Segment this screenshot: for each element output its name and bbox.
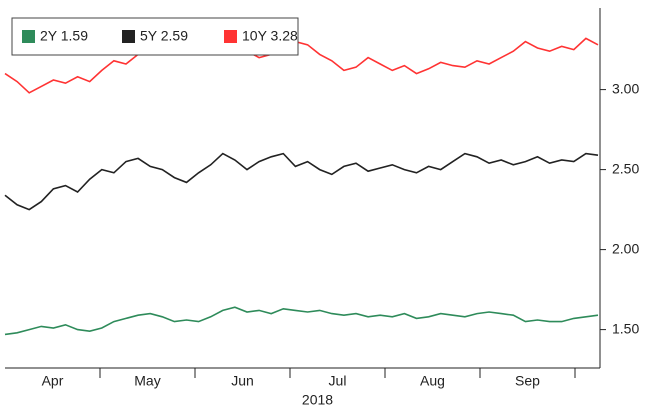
legend-box: [11, 17, 299, 56]
series-line: [4, 306, 599, 336]
y-tick-label: 3.00: [612, 80, 639, 96]
x-tick-label: Sep: [515, 373, 540, 389]
y-tick-label: 2.50: [612, 160, 639, 176]
x-tick-label: Jul: [329, 373, 347, 389]
x-tick-label: Aug: [420, 373, 445, 389]
y-tick-label: 2.00: [612, 240, 639, 256]
y-tick-label: 1.50: [612, 320, 639, 336]
x-tick-label: Jun: [231, 373, 254, 389]
legend-label: 2Y 1.59: [40, 28, 88, 44]
legend-swatch: [224, 30, 237, 43]
legend-label: 10Y 3.28: [242, 28, 298, 44]
legend-swatch: [122, 30, 135, 43]
legend-label: 5Y 2.59: [140, 28, 188, 44]
series-line: [4, 37, 599, 94]
x-axis-label: 2018: [302, 392, 333, 407]
x-tick-label: May: [134, 373, 160, 389]
legend-swatch: [22, 30, 35, 43]
series-line: [4, 152, 599, 211]
x-tick-label: Apr: [42, 373, 64, 389]
legend: 2Y 1.59 5Y 2.59 10Y 3.28: [11, 17, 299, 56]
